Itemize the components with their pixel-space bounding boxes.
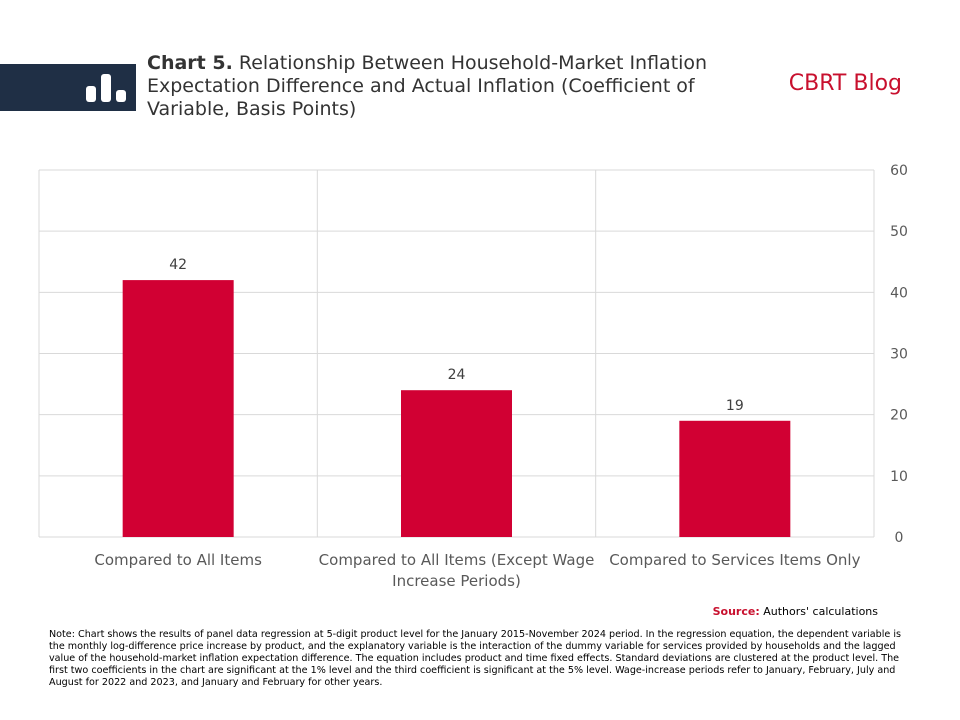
bar-chart-icon <box>86 74 126 102</box>
data-label-3: 19 <box>726 398 744 414</box>
x-category-label-3: Compared to Services Items Only <box>609 551 861 569</box>
source-label: Source: <box>712 605 760 618</box>
bar-1 <box>122 280 234 537</box>
logo-band <box>0 64 136 111</box>
data-label-2: 24 <box>448 367 466 383</box>
chart-title-text: Relationship Between Household-Market In… <box>147 52 708 120</box>
y-tick-label-60: 60 <box>890 163 908 179</box>
x-category-label-2: Compared to All Items (Except Wage Incre… <box>318 551 595 590</box>
y-tick-label-20: 20 <box>890 408 908 424</box>
data-label-1: 42 <box>169 257 187 273</box>
y-tick-label-50: 50 <box>890 224 908 240</box>
y-tick-label-40: 40 <box>890 285 908 301</box>
source-line: Source: Authors' calculations <box>713 605 878 618</box>
source-text: Authors' calculations <box>763 605 878 618</box>
chart-number: Chart 5. <box>147 52 233 74</box>
chart-title: Chart 5. Relationship Between Household-… <box>147 52 727 121</box>
brand-name: CBRT Blog <box>788 71 902 96</box>
bar-3 <box>679 420 791 537</box>
x-category-label-1: Compared to All Items <box>94 551 262 569</box>
y-tick-label-10: 10 <box>890 469 908 485</box>
y-tick-label-30: 30 <box>890 347 908 363</box>
bar-2 <box>401 390 512 537</box>
chart-note: Note: Chart shows the results of panel d… <box>49 629 902 688</box>
y-tick-label-0: 0 <box>895 530 904 546</box>
